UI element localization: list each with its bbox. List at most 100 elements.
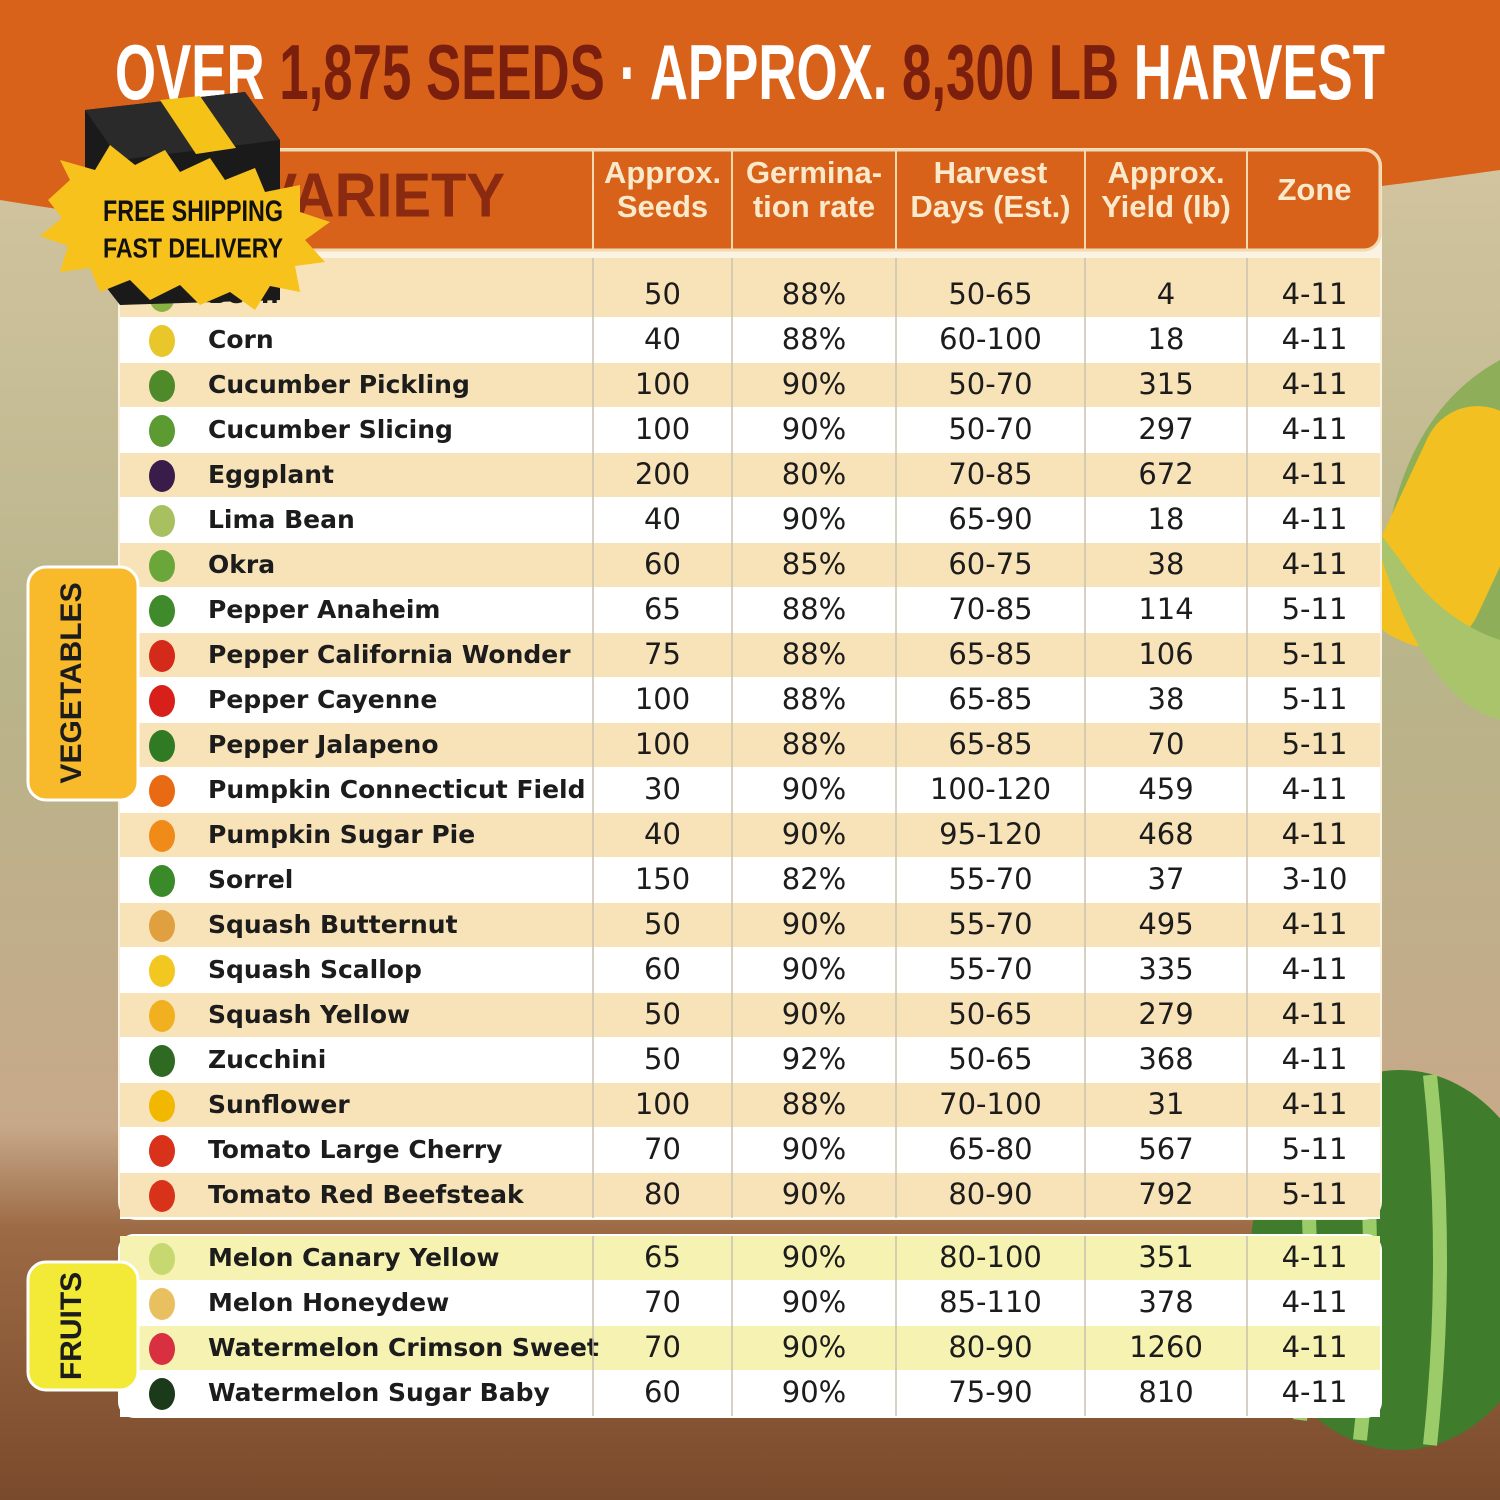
- row-background: [120, 948, 1380, 993]
- header-label: Approx.: [1107, 155, 1224, 190]
- table-cell: 70: [644, 1330, 681, 1364]
- table-cell: 38: [1148, 682, 1185, 716]
- table-cell: 4-11: [1282, 772, 1348, 806]
- variety-name: Tomato Large Cherry: [208, 1135, 502, 1164]
- table-cell: 75-90: [948, 1375, 1032, 1409]
- row-background: [120, 258, 1380, 318]
- table-cell: 810: [1138, 1375, 1193, 1409]
- variety-name: Pumpkin Sugar Pie: [208, 820, 475, 849]
- table-cell: 4-11: [1282, 1240, 1348, 1274]
- variety-name: Pepper Anaheim: [208, 595, 440, 624]
- table-cell: 75: [644, 637, 681, 671]
- table-cell: 80-90: [948, 1177, 1032, 1211]
- table-cell: 88%: [782, 277, 846, 311]
- row-icon: [149, 550, 175, 582]
- row-icon: [149, 505, 175, 537]
- table-cell: 92%: [782, 1042, 846, 1076]
- table-cell: 150: [635, 862, 690, 896]
- table-cell: 100: [635, 727, 690, 761]
- row-background: [120, 588, 1380, 633]
- table-cell: 4-11: [1282, 367, 1348, 401]
- table-cell: 90%: [782, 412, 846, 446]
- table-cell: 200: [635, 457, 690, 491]
- table-cell: 4-11: [1282, 1285, 1348, 1319]
- row-background: [120, 363, 1380, 408]
- vegetables-tab: VEGETABLES: [26, 565, 140, 802]
- badge-line: FREE SHIPPING: [103, 195, 283, 228]
- variety-name: Melon Canary Yellow: [208, 1243, 499, 1272]
- row-icon: [149, 415, 175, 447]
- table-cell: 95-120: [939, 817, 1042, 851]
- corn-decoration: [1363, 360, 1500, 720]
- variety-name: Pepper Cayenne: [208, 685, 437, 714]
- table-cell: 70: [644, 1285, 681, 1319]
- table-cell: 90%: [782, 997, 846, 1031]
- table-cell: 55-70: [948, 907, 1032, 941]
- row-background: [120, 903, 1380, 948]
- table-cell: 4-11: [1282, 952, 1348, 986]
- row-icon: [149, 460, 175, 492]
- table-cell: 50-65: [948, 1042, 1032, 1076]
- table-cell: 65-80: [948, 1132, 1032, 1166]
- title: OVER 1,875 SEEDS · APPROX. 8,300 LB HARV…: [115, 28, 1385, 116]
- table-cell: 100: [635, 367, 690, 401]
- header-label: Seeds: [617, 189, 708, 224]
- table-cell: 88%: [782, 322, 846, 356]
- table-cell: 5-11: [1282, 1177, 1348, 1211]
- table-cell: 90%: [782, 817, 846, 851]
- table-cell: 65: [644, 1240, 681, 1274]
- table-cell: 60: [644, 952, 681, 986]
- table-cell: 60: [644, 1375, 681, 1409]
- row-background: [120, 408, 1380, 453]
- table-cell: 5-11: [1282, 637, 1348, 671]
- table-cell: 90%: [782, 1330, 846, 1364]
- table-cell: 40: [644, 322, 681, 356]
- table-cell: 80%: [782, 457, 846, 491]
- variety-name: Melon Honeydew: [208, 1288, 449, 1317]
- table-cell: 792: [1138, 1177, 1193, 1211]
- table-cell: 50-70: [948, 367, 1032, 401]
- header-label: Germina-: [746, 155, 882, 190]
- row-icon: [149, 1243, 175, 1275]
- table-cell: 4-11: [1282, 277, 1348, 311]
- table-cell: 65-90: [948, 502, 1032, 536]
- variety-name: Watermelon Crimson Sweet: [208, 1333, 599, 1362]
- table-cell: 18: [1148, 502, 1185, 536]
- row-background: [120, 453, 1380, 498]
- row-background: [120, 858, 1380, 903]
- row-icon: [149, 1045, 175, 1077]
- row-background: [120, 993, 1380, 1038]
- table-cell: 297: [1138, 412, 1193, 446]
- table-cell: 50-70: [948, 412, 1032, 446]
- table-cell: 567: [1138, 1132, 1193, 1166]
- table-cell: 90%: [782, 1285, 846, 1319]
- table-cell: 90%: [782, 1240, 846, 1274]
- table-cell: 88%: [782, 1087, 846, 1121]
- table-cell: 100: [635, 682, 690, 716]
- table-cell: 70-100: [939, 1087, 1042, 1121]
- table-cell: 90%: [782, 502, 846, 536]
- row-background: [120, 1128, 1380, 1173]
- table-cell: 50: [644, 1042, 681, 1076]
- table-cell: 4-11: [1282, 1042, 1348, 1076]
- row-icon: [149, 595, 175, 627]
- title-part: 8,300 LB: [902, 28, 1119, 116]
- table-cell: 90%: [782, 1132, 846, 1166]
- table-cell: 90%: [782, 367, 846, 401]
- table-cell: 90%: [782, 1177, 846, 1211]
- title-part: HARVEST: [1134, 28, 1385, 116]
- row-icon: [149, 910, 175, 942]
- row-icon: [149, 820, 175, 852]
- row-background: [120, 543, 1380, 588]
- table-cell: 60-100: [939, 322, 1042, 356]
- table-cell: 106: [1138, 637, 1193, 671]
- row-background: [120, 1173, 1380, 1218]
- table-cell: 4-11: [1282, 457, 1348, 491]
- header-label: Days (Est.): [910, 189, 1070, 224]
- table-cell: 30: [644, 772, 681, 806]
- row-background: [120, 633, 1380, 678]
- table-cell: 100-120: [930, 772, 1051, 806]
- row-background: [120, 813, 1380, 858]
- table-cell: 50-65: [948, 277, 1032, 311]
